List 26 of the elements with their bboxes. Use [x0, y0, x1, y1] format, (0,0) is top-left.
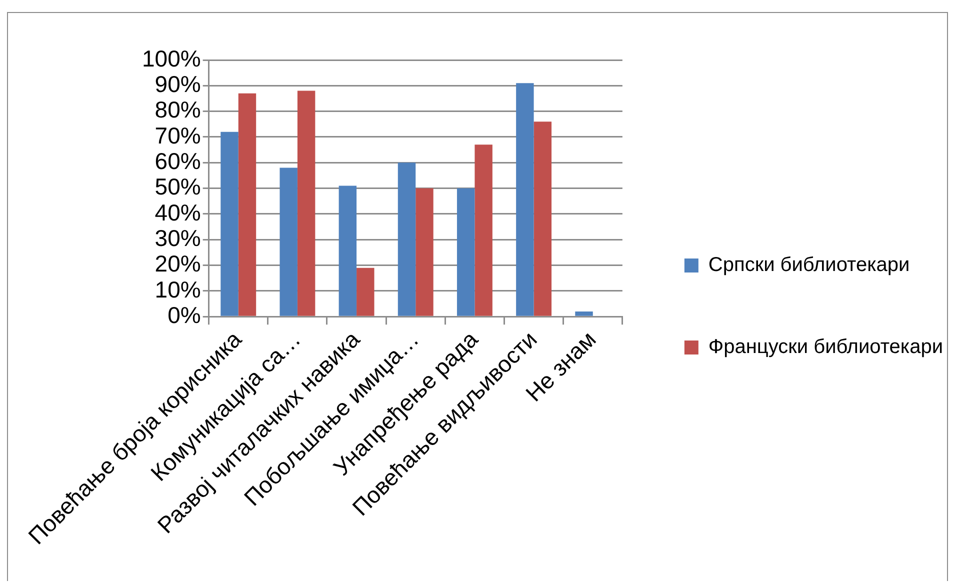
bar [238, 93, 256, 316]
y-tick-label: 70% [154, 122, 201, 148]
y-tick-label: 90% [154, 71, 201, 98]
bar [220, 132, 238, 316]
legend-label: Француски библиотекари [708, 336, 944, 358]
y-tick-label: 20% [154, 250, 201, 277]
y-tick-label: 80% [154, 96, 201, 123]
bar [474, 144, 492, 316]
y-tick-label: 0% [168, 302, 201, 328]
y-tick-label: 60% [154, 148, 201, 174]
bar [516, 83, 534, 316]
y-tick-label: 100% [142, 45, 201, 72]
bar [456, 188, 475, 316]
bar [534, 122, 552, 316]
bar [338, 186, 357, 316]
bar [416, 188, 434, 316]
bar [356, 268, 374, 316]
y-tick-label: 30% [154, 224, 201, 251]
bar [575, 311, 593, 316]
y-tick-label: 40% [154, 199, 201, 226]
legend-label: Српски библиотекари [708, 254, 910, 276]
bar [398, 162, 416, 316]
y-tick-label: 50% [154, 174, 201, 200]
y-tick-label: 10% [154, 276, 201, 302]
bar [280, 168, 298, 316]
bar [297, 90, 316, 316]
